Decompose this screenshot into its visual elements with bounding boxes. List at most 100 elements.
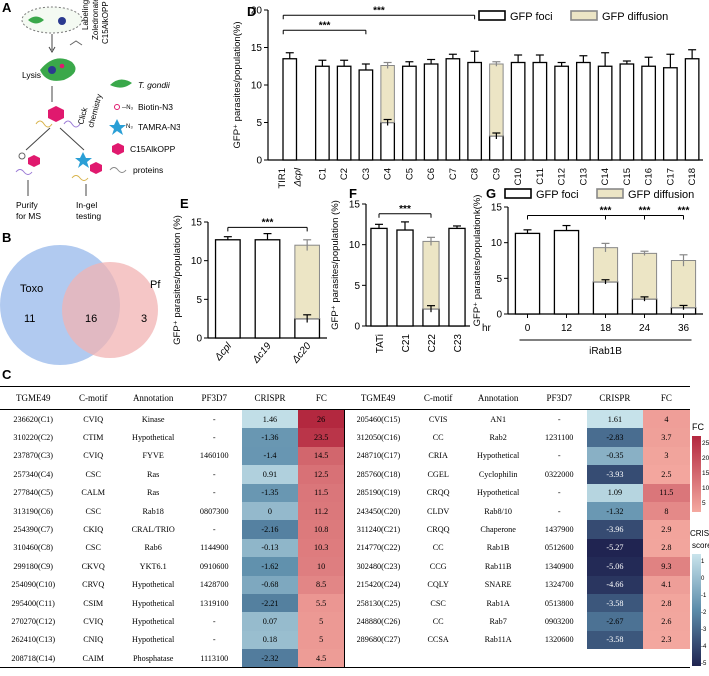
- significance-label: ***: [600, 206, 612, 217]
- parasite-nucleus-icon: [48, 66, 56, 74]
- crispr-colorbar-title: CRISPR: [690, 529, 709, 538]
- for-ms-label: for MS: [16, 211, 41, 221]
- cell-fc: 8.5: [297, 575, 346, 594]
- c15alkopp-label: C15AlkOPP: [101, 1, 110, 44]
- cell-pf3d7: 1324700: [544, 580, 574, 590]
- significance-label: ***: [678, 206, 690, 217]
- panel-label-e: E: [180, 196, 189, 211]
- y-axis-label: GFP⁺ parasites/population (%): [172, 215, 183, 345]
- fc-colorbar-tick: 5: [702, 500, 706, 507]
- cell-c-motif: CAIM: [66, 649, 120, 669]
- empty-cell: [464, 649, 532, 669]
- header-tgme49: TGME49: [0, 386, 67, 410]
- x-tick-label: C6: [426, 168, 437, 180]
- cell-crispr: -1.32: [587, 501, 643, 521]
- cell-tgme49: 285760(C18): [356, 469, 401, 479]
- cell-fc: 2.8: [642, 593, 690, 613]
- parasite-icon: [110, 79, 132, 88]
- venn-overlap-count: 16: [85, 313, 97, 325]
- cell-tgme49: 248710(C17): [356, 451, 401, 461]
- cell-crispr: -3.58: [587, 630, 643, 650]
- cell-c-motif: CGEL: [427, 469, 449, 479]
- bar-foci: [554, 65, 570, 161]
- empty-cell: [344, 649, 412, 669]
- tamra-icon: [75, 152, 92, 168]
- legend-swatch-diffusion: [570, 10, 598, 21]
- cell-annotation: Cyclophilin: [478, 469, 518, 479]
- table-row: 237870(C3) CVIQ FYVE 1460100 -1.4 14.5 248710(…: [0, 446, 690, 466]
- y-axis-label: GFP⁺ parasites/population (%): [330, 200, 341, 330]
- table-row: 257340(C4) CSC Ras - 0.91 12.5 285760(C18) CGEL…: [0, 465, 690, 484]
- cell-annotation: Hypothetical: [132, 580, 175, 590]
- cell-fc: 4.5: [297, 649, 346, 669]
- legend-proteins: proteins: [133, 165, 163, 175]
- cell-fc: 26: [297, 409, 346, 429]
- bar-diffusion: [489, 63, 504, 137]
- y-tick-label: 10: [491, 238, 503, 249]
- chart-f: 0 5 10 15 GFP⁺ parasites/population (%) TATi C…: [330, 200, 470, 353]
- x-tick-label: C9: [491, 168, 502, 180]
- header-fc: FC: [642, 386, 690, 410]
- cell-fc: 2.8: [642, 538, 690, 558]
- cell-pf3d7: 0807300: [199, 506, 229, 516]
- x-tick-label: C4: [383, 168, 394, 180]
- cell-annotation: YKT6.1: [139, 561, 167, 571]
- cell-crispr: -5.06: [587, 557, 643, 576]
- cell-annotation: Rab18: [142, 506, 164, 516]
- cell-c-motif: CC: [432, 616, 444, 626]
- bar-foci: [532, 61, 548, 161]
- y-tick-label: 15: [251, 43, 263, 54]
- crispr-colorbar-tick: 0: [701, 576, 705, 582]
- cell-c-motif: CSC: [85, 469, 101, 479]
- cell-pf3d7: -: [557, 506, 561, 516]
- cell-c-motif: CNIQ: [83, 635, 104, 645]
- bar-foci: [423, 63, 439, 161]
- n3-glyph: N₃: [126, 124, 133, 130]
- crispr-colorbar-tick: -1: [701, 593, 707, 599]
- cell-c-motif: CC: [432, 543, 444, 553]
- testing-label: testing: [76, 211, 101, 221]
- cell-c-motif: CVIS: [428, 414, 448, 424]
- bar-diffusion: [631, 252, 658, 300]
- cell-tgme49: 270270(C12): [11, 616, 56, 626]
- x-tick-label: C17: [665, 168, 676, 185]
- cell-annotation: Rab1B: [486, 543, 510, 553]
- chart-d: 0 5 10 15 20 GFP⁺ parasites/population(%) TIR1…: [232, 5, 703, 189]
- bar-foci: [282, 58, 298, 161]
- bar-foci: [592, 281, 619, 315]
- cell-pf3d7: 1144900: [200, 543, 229, 553]
- hexagon-icon: [28, 155, 40, 167]
- cell-c-motif: CQLY: [427, 580, 449, 590]
- header-c-motif: C-motif: [66, 386, 120, 410]
- cell-crispr: -0.13: [242, 538, 298, 558]
- biotin-icon: [114, 104, 120, 110]
- cell-annotation: Rab11A: [484, 635, 512, 645]
- bar-diffusion: [422, 240, 440, 310]
- fc-colorbar-tick: 15: [702, 470, 709, 477]
- fc-colorbar-tick: 25: [702, 440, 709, 447]
- legend-tgondii: T. gondii: [138, 80, 171, 90]
- cell-fc: 5: [297, 612, 346, 631]
- arrow-icon: [25, 127, 51, 151]
- protein-icon: [63, 120, 81, 128]
- venn-right-count: 3: [141, 313, 147, 325]
- cell-c-motif: CVIQ: [83, 414, 104, 424]
- cell-c-motif: CSIM: [83, 598, 104, 608]
- header-fc: FC: [297, 386, 345, 410]
- y-tick-label: 5: [496, 274, 502, 285]
- cell-c-motif: CVIQ: [83, 616, 104, 626]
- cell-pf3d7: 0910600: [199, 561, 229, 571]
- y-tick-label: 0: [354, 322, 360, 333]
- y-tick-label: 10: [251, 81, 263, 92]
- panel-label-b: B: [2, 230, 12, 245]
- legend-swatch-foci: [504, 188, 532, 199]
- cell-fc: 2.5: [642, 465, 690, 484]
- cell-crispr: -4.66: [587, 575, 643, 594]
- cell-c-motif: CC: [432, 433, 444, 443]
- biotin-bead-icon: [18, 152, 26, 160]
- bar-foci: [467, 61, 483, 161]
- protein-icon: [35, 120, 53, 128]
- n3-glyph: ─N₃: [121, 105, 134, 111]
- y-tick-label: 5: [354, 281, 360, 292]
- cell-tgme49: 295400(C11): [11, 598, 55, 608]
